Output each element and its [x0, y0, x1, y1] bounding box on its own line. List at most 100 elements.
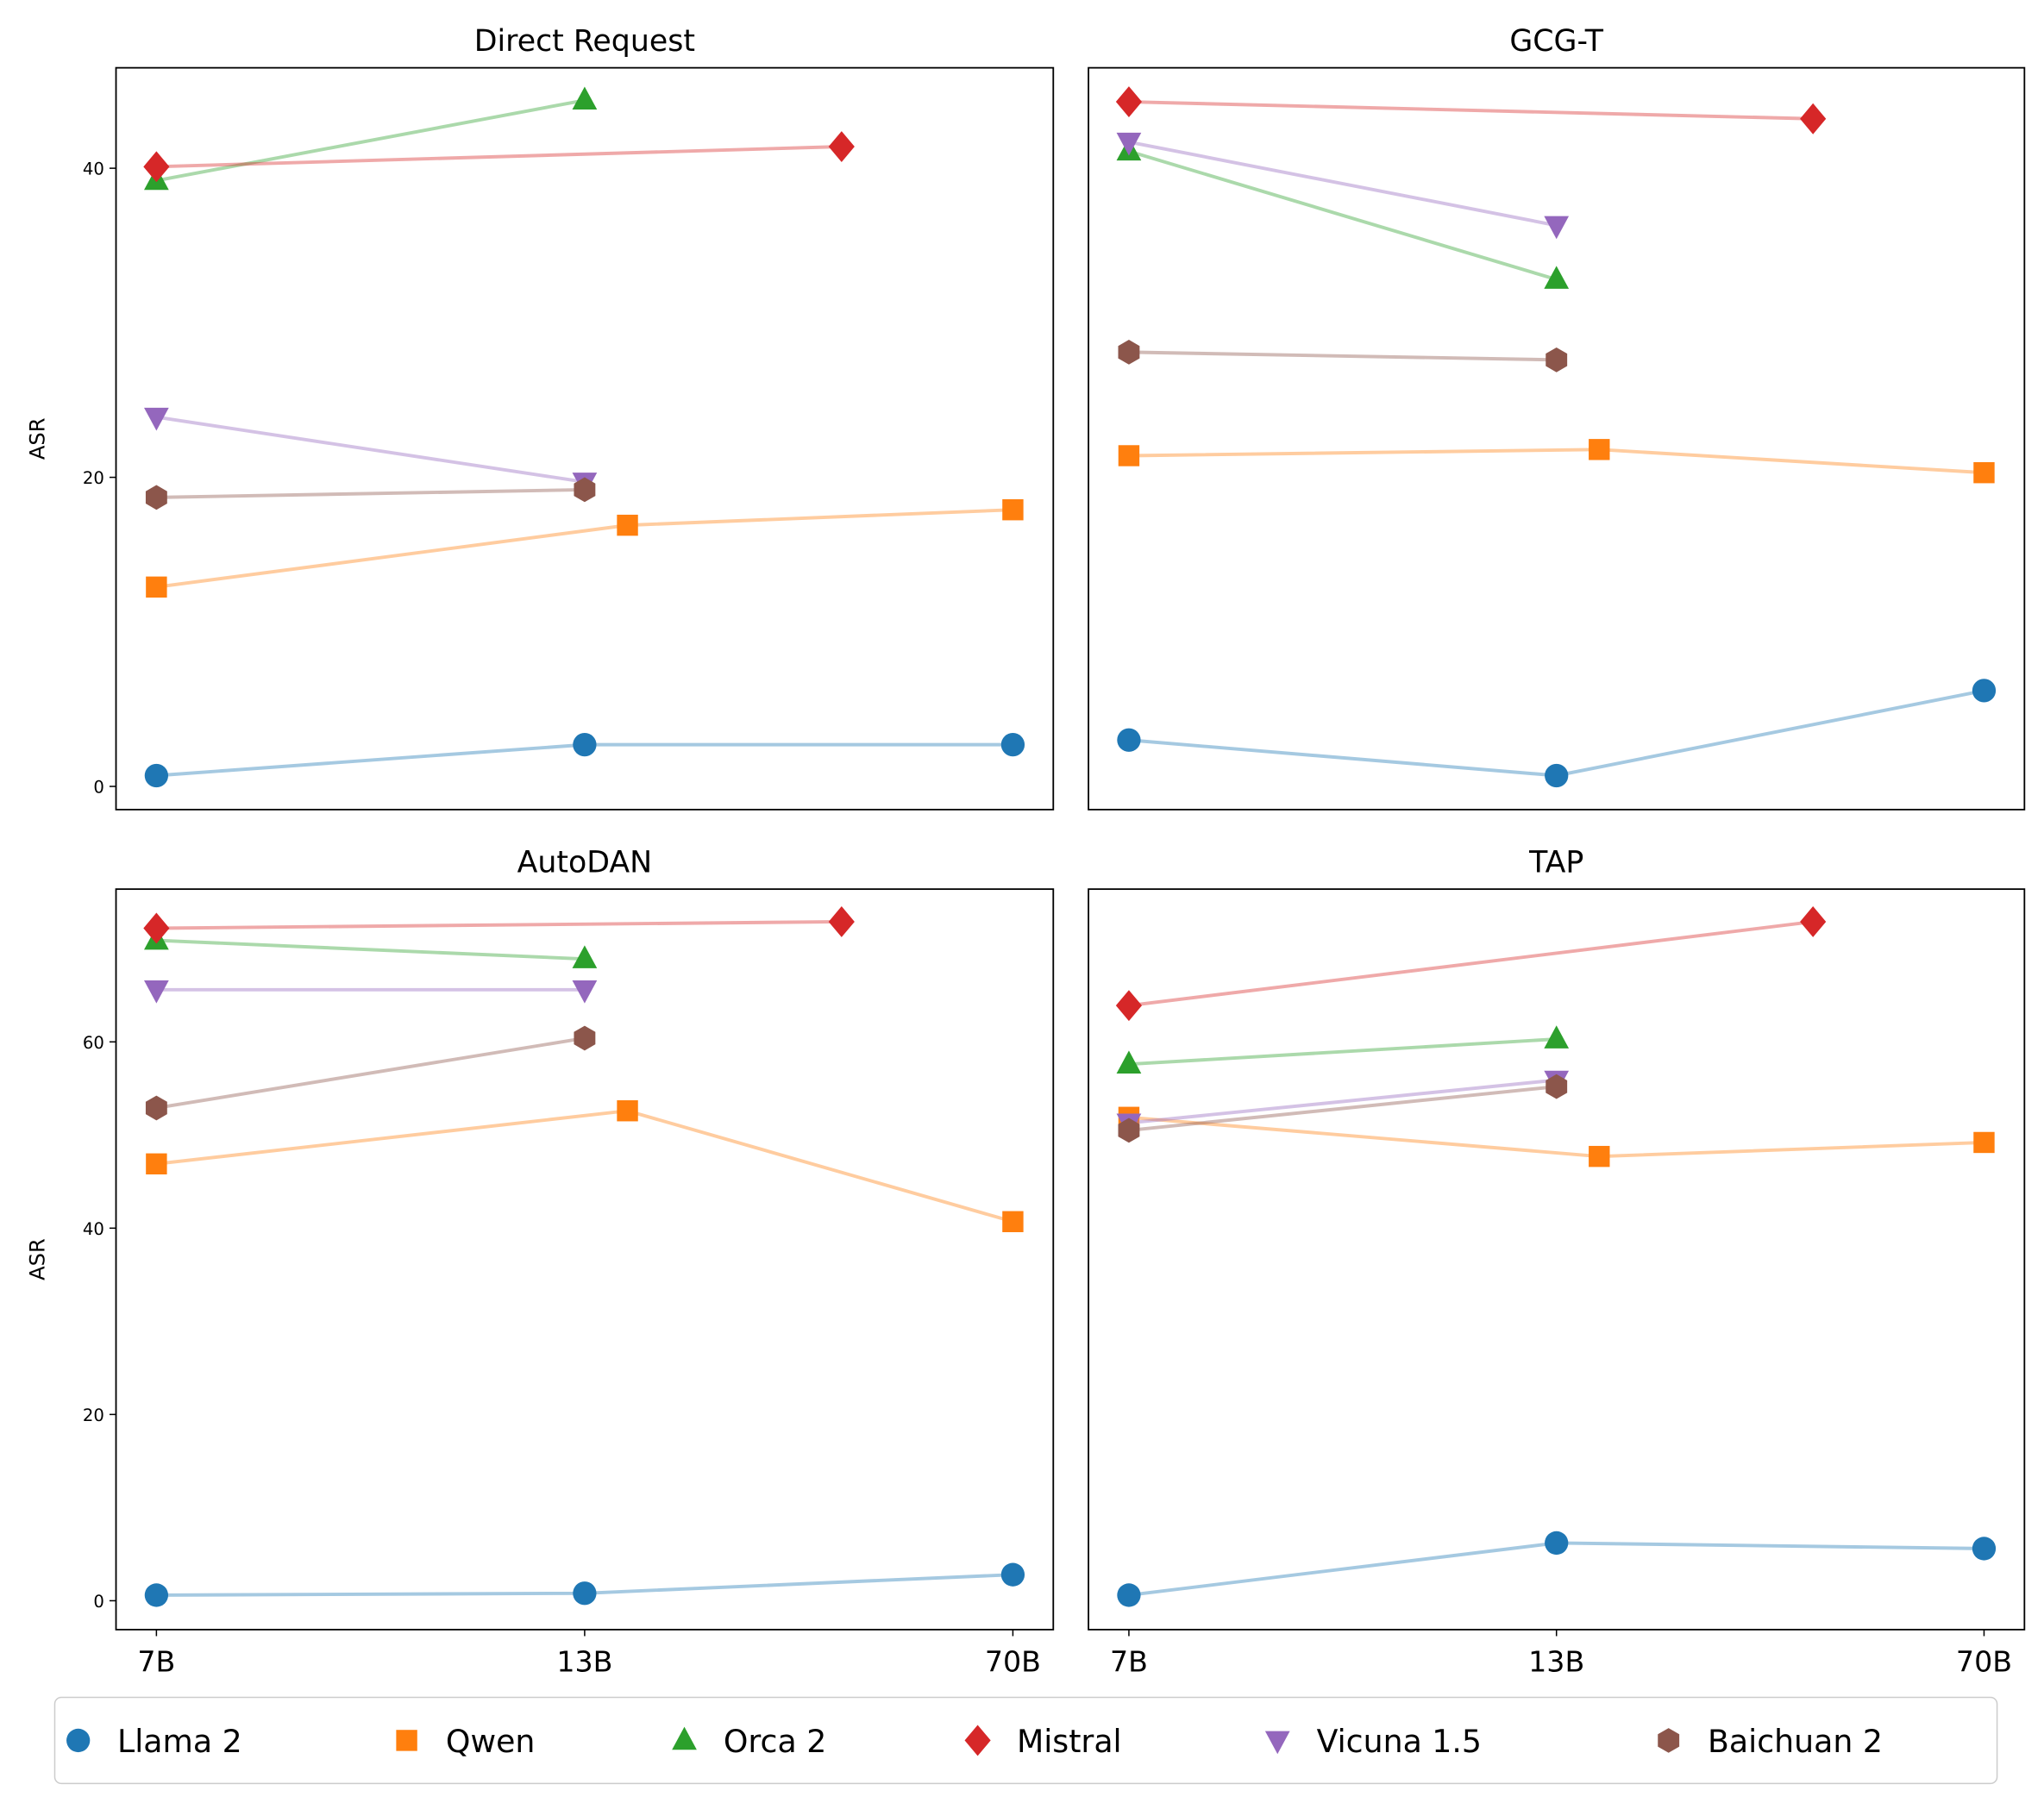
series-line [156, 938, 585, 961]
series-line [1128, 919, 1814, 1008]
series-vicuna-1-5 [144, 407, 598, 496]
series-orca-2 [1116, 1025, 1570, 1074]
series-baichuan-2 [1118, 340, 1568, 372]
data-point-triangle-down [572, 980, 598, 1004]
legend-marker-diamond [964, 1725, 991, 1756]
y-tick-label: 20 [83, 468, 104, 488]
legend-item-vicuna-1-5: Vicuna 1.5 [1264, 1723, 1482, 1760]
data-point-square [1002, 1211, 1024, 1232]
subplots: Direct Request 0 20 40 ASR GCG-T AutoDAN 0 20 40 6… [25, 24, 2026, 1678]
series-line [1128, 1085, 1557, 1132]
data-point-circle [1000, 732, 1025, 757]
data-point-circle [1117, 728, 1141, 752]
data-point-circle [1000, 1562, 1025, 1587]
panel-autodan: AutoDAN 0 20 40 60 ASR 7B 13B 70B [25, 845, 1055, 1678]
x-tick-label: 13B [1528, 1644, 1584, 1678]
legend-item-mistral: Mistral [964, 1723, 1122, 1760]
series-line [156, 487, 585, 499]
x-tick-label: 13B [556, 1644, 612, 1678]
data-point-triangle-down [144, 407, 169, 431]
data-point-circle [573, 732, 597, 757]
legend-item-qwen: Qwen [396, 1723, 535, 1760]
axes-frame [1088, 66, 2026, 811]
data-point-circle [1545, 763, 1569, 788]
legend-marker-triangle-down [1264, 1731, 1290, 1755]
series-vicuna-1-5 [144, 980, 598, 1004]
series-line [1128, 1037, 1557, 1067]
series-mistral [143, 905, 855, 944]
data-point-diamond [1115, 990, 1143, 1022]
data-point-diamond [143, 151, 170, 183]
y-tick-label: 0 [93, 1592, 103, 1612]
legend-frame [53, 1696, 1998, 1785]
legend-marker-square [396, 1730, 417, 1751]
data-point-hexagon [1118, 1117, 1140, 1143]
data-point-triangle-up [1116, 1050, 1142, 1074]
legend-label: Qwen [446, 1723, 536, 1760]
series-line [1128, 1115, 1984, 1159]
legend-label: Orca 2 [724, 1723, 826, 1760]
series-mistral [1115, 86, 1827, 135]
series-qwen [146, 1100, 1024, 1232]
legend-item-baichuan-2: Baichuan 2 [1658, 1723, 1883, 1760]
series-orca-2 [144, 926, 598, 968]
data-point-hexagon [145, 485, 167, 510]
legend: Llama 2 Qwen Orca 2 Mistral Vicuna 1.5 Baichu… [53, 1696, 1998, 1785]
series-llama-2 [1117, 679, 1997, 788]
data-point-diamond [1800, 103, 1827, 135]
legend-item-llama-2: Llama 2 [66, 1723, 242, 1760]
data-point-square [1589, 1145, 1610, 1168]
series-vicuna-1-5 [1116, 132, 1570, 240]
data-point-triangle-up [1544, 1025, 1570, 1049]
data-point-circle [1972, 1537, 1997, 1561]
data-point-square [1118, 445, 1140, 466]
series-line [156, 1036, 586, 1110]
series-mistral [1115, 905, 1827, 1022]
legend-label: Mistral [1017, 1723, 1122, 1760]
data-point-hexagon [145, 1095, 167, 1121]
legend-label: Baichuan 2 [1708, 1723, 1883, 1760]
series-line [1128, 448, 1984, 475]
series-baichuan-2 [145, 1025, 596, 1121]
series-mistral [143, 131, 855, 183]
data-point-diamond [1800, 905, 1827, 937]
y-axis-label: ASR [25, 417, 49, 460]
data-point-square [146, 1153, 167, 1175]
data-point-hexagon [574, 1025, 596, 1051]
series-baichuan-2 [1118, 1074, 1568, 1143]
data-point-circle [1117, 1583, 1141, 1607]
data-point-square [1002, 499, 1024, 521]
y-tick-label: 40 [83, 160, 104, 179]
series-baichuan-2 [145, 477, 596, 510]
data-point-square [617, 1100, 638, 1122]
data-point-hexagon [574, 477, 596, 503]
series-line [156, 98, 586, 183]
legend-label: Llama 2 [117, 1723, 242, 1760]
data-point-triangle-up [1544, 266, 1570, 289]
data-point-triangle-down [1116, 132, 1142, 156]
data-point-square [146, 576, 167, 598]
series-llama-2 [1117, 1531, 1997, 1607]
panel-title: AutoDAN [517, 845, 653, 880]
series-line [156, 145, 842, 169]
data-point-diamond [828, 131, 855, 162]
series-line [156, 415, 586, 484]
panel-title: Direct Request [474, 24, 695, 59]
y-tick-label: 40 [83, 1219, 104, 1239]
legend-marker-hexagon [1658, 1728, 1680, 1753]
y-tick-label: 0 [93, 778, 103, 798]
legend-marker-circle [66, 1728, 91, 1753]
data-point-triangle-up [572, 86, 598, 110]
panel-gcg-t: GCG-T [1088, 24, 2026, 811]
data-point-diamond [828, 905, 855, 937]
x-tick-label: 7B [1110, 1644, 1148, 1678]
panel-tap: TAP 7B 13B 70B [1088, 845, 2026, 1678]
data-point-circle [1545, 1531, 1569, 1556]
series-qwen [146, 499, 1024, 598]
series-line [1128, 1078, 1557, 1125]
x-tick-label: 70B [1956, 1644, 2012, 1678]
data-point-hexagon [1118, 340, 1140, 365]
data-point-triangle-down [1544, 216, 1570, 240]
y-axis-label: ASR [25, 1238, 49, 1280]
panel-title: TAP [1528, 845, 1583, 880]
